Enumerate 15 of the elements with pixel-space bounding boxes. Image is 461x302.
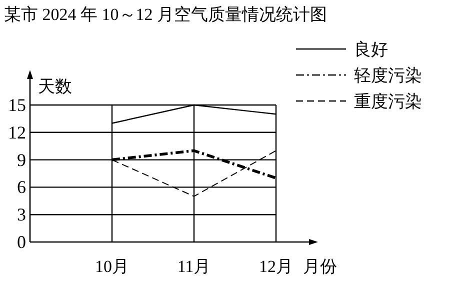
y-tick-label: 15 — [8, 95, 26, 115]
y-tick-label: 0 — [17, 232, 26, 252]
y-tick-label: 6 — [17, 177, 26, 198]
legend-label: 轻度污染 — [354, 66, 422, 85]
y-tick-label: 3 — [17, 204, 26, 225]
y-tick-label: 12 — [8, 122, 26, 142]
legend-label: 良好 — [354, 40, 388, 59]
x-tick-label: 10月 — [95, 257, 129, 276]
y-tick-label: 9 — [17, 150, 26, 170]
x-tick-label: 11月 — [177, 257, 211, 276]
chart-title: 某市 2024 年 10～12 月空气质量情况统计图 — [4, 5, 327, 24]
legend-label: 重度污染 — [354, 92, 422, 111]
x-tick-label: 12月 — [259, 257, 293, 276]
x-axis-title: 月份 — [303, 257, 337, 276]
y-axis-title: 天数 — [38, 77, 72, 96]
